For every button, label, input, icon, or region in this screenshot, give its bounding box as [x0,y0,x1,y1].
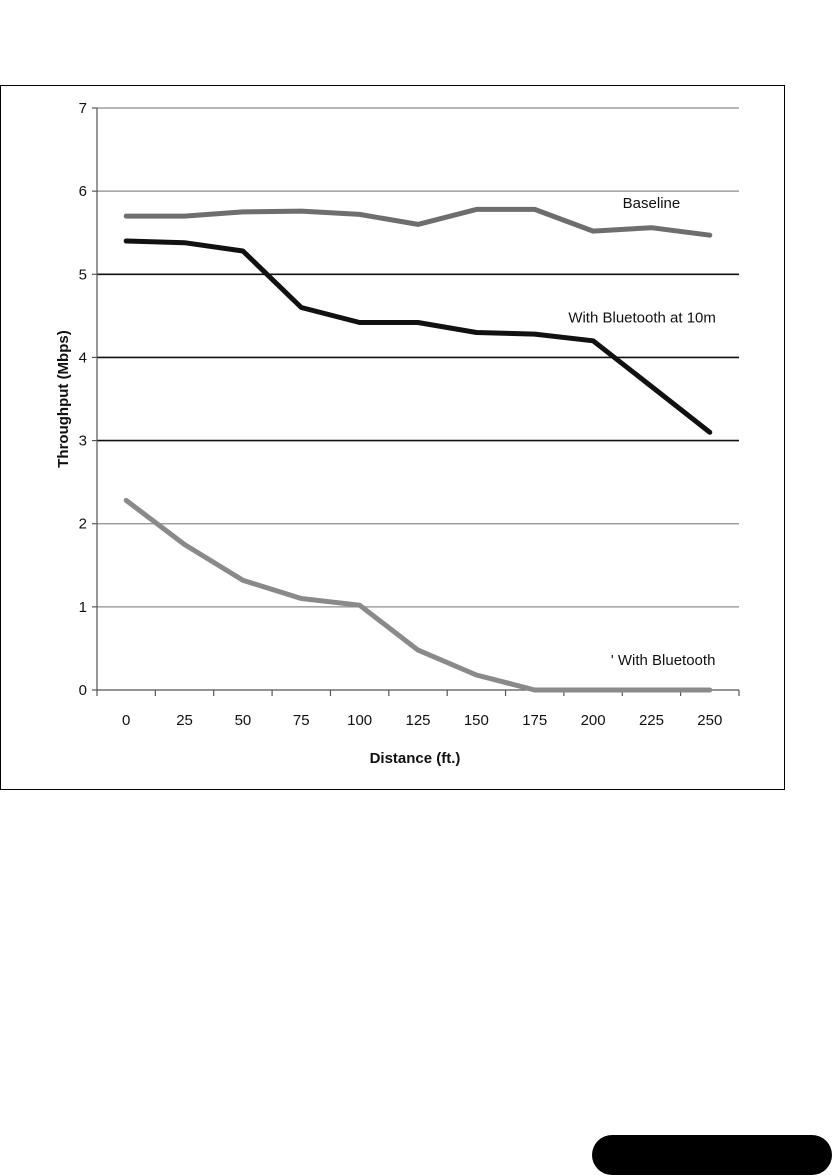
x-tick-label-0: 0 [122,712,130,729]
series-labels: Baseline With Bluetooth at 10m ' With Blue… [568,195,716,669]
y-tick-label-2: 2 [79,516,87,533]
x-tick-label-250: 250 [697,712,722,729]
x-tick-label-175: 175 [522,712,547,729]
x-tick-label-200: 200 [581,712,606,729]
y-tick-label-7: 7 [79,100,87,117]
y-tick-label-0: 0 [79,682,87,699]
series-lines [123,206,713,693]
x-axis-title: Distance (ft.) [370,750,461,767]
x-tick-label-75: 75 [293,712,310,729]
x-tick-label-50: 50 [235,712,252,729]
series-label-0: Baseline [623,195,681,212]
y-tick-label-3: 3 [79,433,87,450]
series-line-with-bluetooth-at-10m [123,238,713,435]
tick-labels: 0 1 2 3 4 5 6 7 0 25 50 75 100 125 150 175 200 225 250 [79,100,723,729]
grid-lines [97,107,739,608]
x-tick-label-25: 25 [176,712,193,729]
plot-area [97,108,739,690]
y-tick-label-4: 4 [79,349,87,366]
x-tick-label-150: 150 [464,712,489,729]
y-axis-title: Throughput (Mbps) [55,330,72,467]
x-tick-label-100: 100 [347,712,372,729]
series-label-2: ' With Bluetooth [611,652,716,669]
series-label-1: With Bluetooth at 10m [568,310,716,327]
y-tick-label-1: 1 [79,599,87,616]
bottom-badge [592,1135,832,1175]
series-line-baseline [123,206,713,238]
x-tick-label-225: 225 [639,712,664,729]
x-tick-label-125: 125 [405,712,430,729]
y-tick-label-5: 5 [79,266,87,283]
y-tick-label-6: 6 [79,183,87,200]
series-line-with-bluetooth [123,497,713,693]
